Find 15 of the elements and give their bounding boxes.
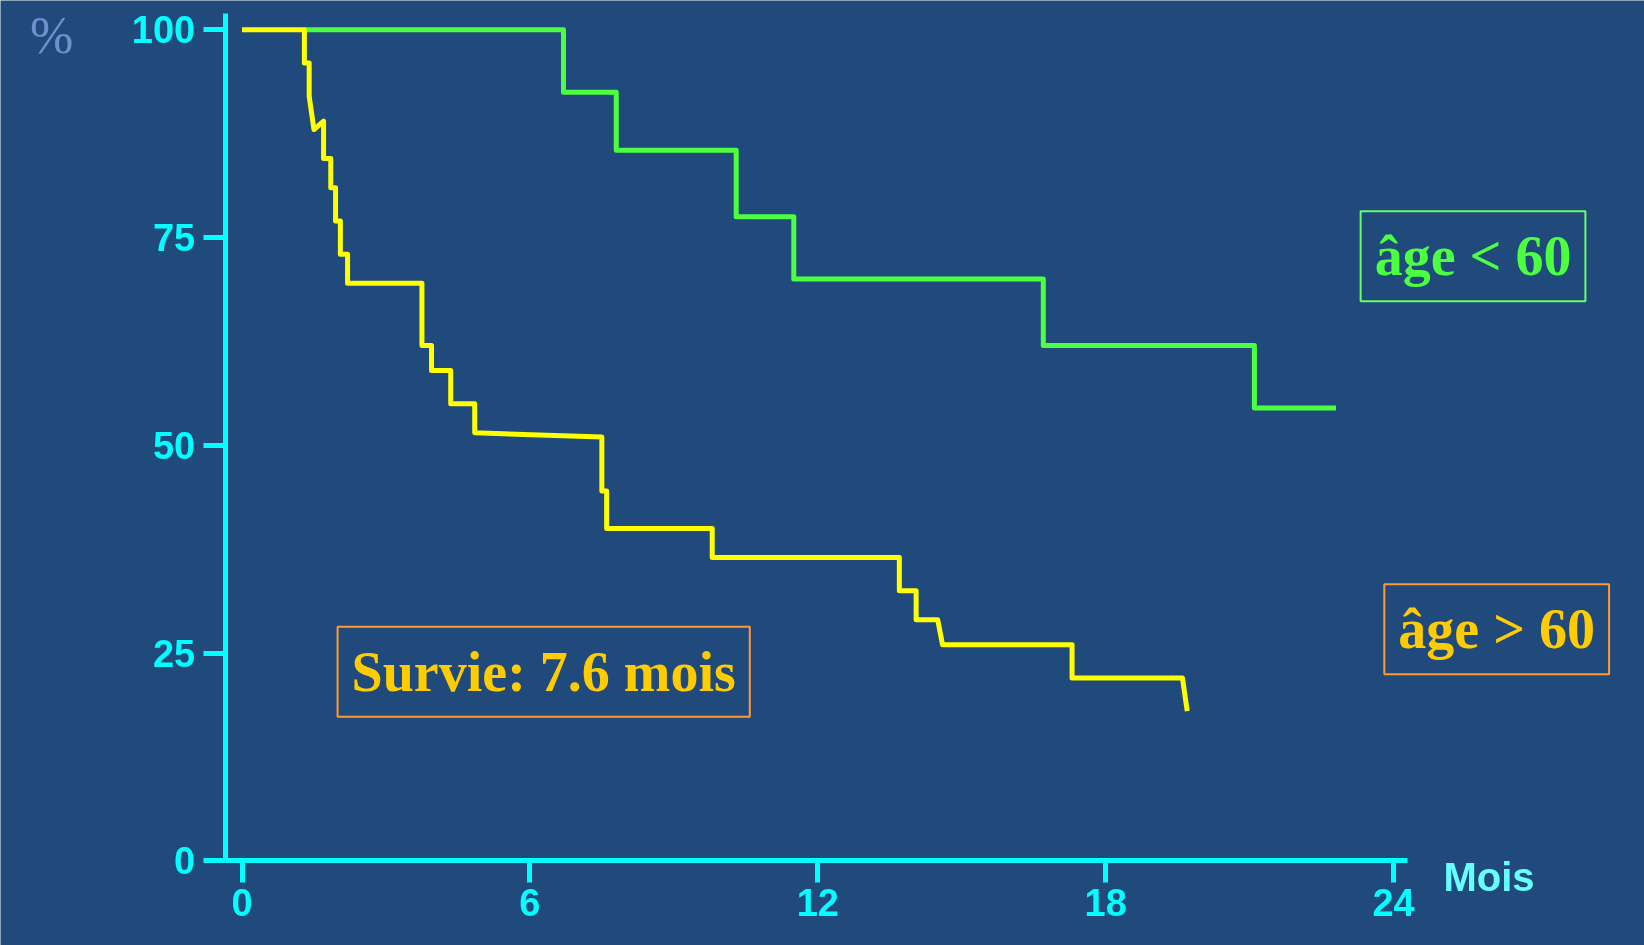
y-tick-label: 0 [174,840,196,883]
y-tick-label: 75 [152,217,196,260]
text: âge > 60 [1398,598,1596,661]
text: âge < 60 [1374,225,1572,288]
x-tick-label: 24 [1372,881,1415,924]
x-axis-title: Mois [1443,854,1535,899]
x-tick-label: 12 [796,881,839,924]
y-tick-label: 50 [152,424,196,467]
x-tick-label: 18 [1084,881,1127,924]
annotation: Survie: 7.6 mois [351,640,736,703]
y-tick-label: 100 [131,9,196,52]
y-axis-title: % [30,7,74,65]
y-tick-label: 25 [152,632,196,675]
x-tick-label: 0 [231,881,253,924]
x-tick-label: 6 [519,881,541,924]
